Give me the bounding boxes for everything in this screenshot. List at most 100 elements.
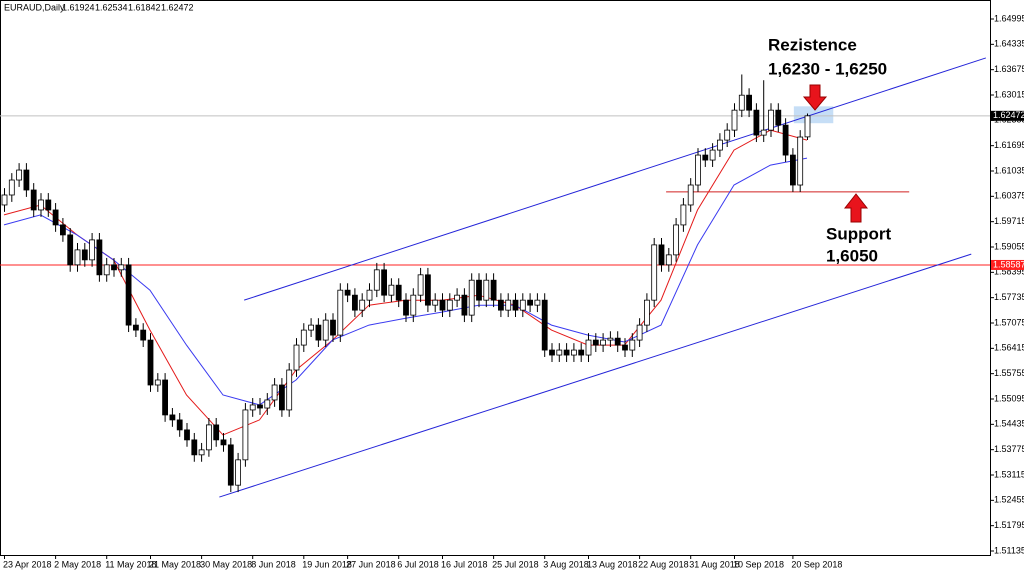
- candle-body: [366, 289, 373, 301]
- candle-body: [665, 254, 672, 266]
- candle-body: [220, 439, 227, 446]
- y-tick-label: 1.55755: [994, 368, 1024, 378]
- y-tick-label: 1.58395: [994, 267, 1024, 277]
- symbol: EURAUD,Daily: [4, 2, 65, 12]
- candle-body: [322, 319, 329, 341]
- candle-body: [111, 264, 117, 271]
- candle-body: [359, 299, 366, 311]
- candle-body: [403, 299, 409, 316]
- x-tick-label: 6 Jul 2018: [397, 559, 439, 569]
- y-tick-label: 1.63675: [994, 64, 1024, 74]
- candle-body: [103, 264, 110, 276]
- candle-body: [709, 149, 716, 161]
- plot-area: [0, 57, 990, 498]
- candle-body: [373, 269, 380, 291]
- candle-body: [607, 337, 614, 341]
- y-tick-label: 1.52455: [994, 495, 1024, 505]
- x-tick-label: 13 Aug 2018: [587, 559, 638, 569]
- candle-body: [461, 294, 468, 316]
- candle-body: [534, 299, 541, 306]
- candle-body: [1, 194, 8, 206]
- y-tick-label: 1.53115: [994, 469, 1024, 479]
- candle-body: [337, 289, 344, 336]
- header-low: 1.61842: [128, 2, 161, 12]
- candle-body: [147, 339, 154, 386]
- candle-body: [687, 184, 694, 206]
- candle-body: [300, 329, 307, 346]
- candle-body: [797, 136, 804, 186]
- price-label: 1.62472: [993, 110, 1024, 120]
- candle-body: [30, 189, 37, 211]
- candle-body: [731, 109, 738, 131]
- candle-body: [695, 154, 701, 186]
- candle-body: [60, 224, 66, 236]
- candle-body: [446, 299, 453, 311]
- y-tick-label: 1.51795: [994, 520, 1024, 530]
- header-close: 1.62472: [161, 2, 194, 12]
- y-tick-label: 1.57735: [994, 292, 1024, 302]
- candle-body: [490, 279, 497, 301]
- candle-body: [768, 109, 774, 131]
- y-tick-label: 1.64995: [994, 13, 1024, 23]
- candle-body: [636, 324, 643, 341]
- candle-body: [505, 299, 512, 311]
- trendline: [219, 253, 972, 498]
- candle-body: [198, 449, 205, 456]
- candle-body: [563, 349, 570, 356]
- candle-body: [242, 409, 249, 461]
- candle-body: [527, 299, 533, 306]
- candle-body: [541, 299, 548, 351]
- price-label-box: [991, 110, 1024, 121]
- x-tick-label: 31 Aug 2018: [689, 559, 740, 569]
- annotation: Support: [826, 224, 891, 243]
- x-tick-label: 30 May 2018: [200, 559, 252, 569]
- y-tick-label: 1.59055: [994, 241, 1024, 251]
- candle-body: [644, 299, 650, 326]
- candle-body: [432, 299, 439, 306]
- candle-body: [176, 419, 183, 431]
- candle-body: [140, 329, 147, 341]
- candle-body: [271, 384, 278, 401]
- candle-body: [45, 199, 52, 211]
- candle-body: [118, 264, 125, 271]
- y-tick-label: 1.55095: [994, 393, 1024, 403]
- up-arrow: [843, 193, 869, 223]
- candle-body: [96, 239, 103, 276]
- candle-body: [191, 439, 198, 456]
- candle-body: [278, 384, 285, 411]
- candle-body: [381, 269, 388, 296]
- candle-body: [388, 284, 395, 296]
- candle-body: [476, 279, 482, 301]
- candle-body: [132, 324, 139, 331]
- x-tick-label: 23 Apr 2018: [3, 559, 52, 569]
- candle-body: [483, 279, 490, 301]
- candle-body: [410, 294, 417, 316]
- y-tick-label: 1.63015: [994, 89, 1024, 99]
- y-tick-label: 1.56415: [994, 343, 1024, 353]
- candle-body: [81, 249, 88, 261]
- candle-body: [804, 115, 811, 138]
- candle-body: [293, 344, 300, 371]
- y-tick-label: 1.61035: [994, 165, 1024, 175]
- candle-body: [738, 94, 745, 111]
- candle-body: [344, 289, 351, 296]
- x-tick-label: 22 Aug 2018: [638, 559, 689, 569]
- candle-body: [308, 324, 315, 331]
- candle-body: [264, 399, 271, 409]
- candle-body: [74, 249, 81, 266]
- candle-body: [702, 154, 709, 161]
- candle-body: [89, 239, 95, 261]
- candle-body: [614, 337, 621, 346]
- candle-body: [16, 169, 23, 181]
- candle-body: [8, 179, 15, 196]
- candle-body: [673, 224, 679, 256]
- candle-body: [760, 129, 767, 136]
- x-tick-label: 2 May 2018: [54, 559, 101, 569]
- candle-body: [417, 274, 424, 296]
- header-open: 1.61924: [62, 2, 95, 12]
- candle-body: [578, 349, 585, 356]
- annotation: 1,6050: [826, 246, 878, 265]
- candle-body: [395, 284, 402, 301]
